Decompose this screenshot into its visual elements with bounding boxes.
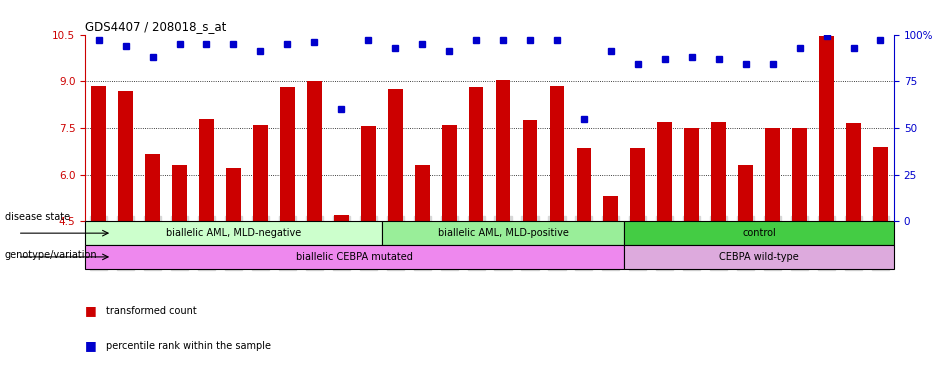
Bar	[280, 88, 295, 221]
Text: genotype/variation: genotype/variation	[5, 250, 97, 260]
Text: disease state: disease state	[5, 212, 70, 222]
Bar	[624, 221, 894, 245]
Bar	[388, 89, 403, 221]
Bar	[226, 168, 241, 221]
Bar	[846, 123, 861, 221]
Text: biallelic AML, MLD-positive: biallelic AML, MLD-positive	[438, 228, 569, 238]
Text: control: control	[743, 228, 776, 238]
Bar	[414, 165, 429, 221]
Bar	[576, 148, 591, 221]
Bar	[630, 148, 645, 221]
Text: ■: ■	[85, 339, 96, 352]
Bar	[873, 147, 888, 221]
Bar	[657, 122, 673, 221]
Bar	[91, 86, 106, 221]
Text: biallelic AML, MLD-negative: biallelic AML, MLD-negative	[166, 228, 301, 238]
Text: GDS4407 / 208018_s_at: GDS4407 / 208018_s_at	[85, 20, 226, 33]
Bar	[85, 221, 381, 245]
Bar	[307, 81, 322, 221]
Bar	[360, 126, 376, 221]
Bar	[381, 221, 624, 245]
Bar	[711, 122, 727, 221]
Bar	[468, 88, 483, 221]
Bar	[550, 86, 565, 221]
Bar	[738, 165, 753, 221]
Bar	[85, 245, 624, 269]
Bar	[624, 245, 894, 269]
Bar	[819, 36, 834, 221]
Bar	[172, 165, 187, 221]
Bar	[334, 215, 349, 221]
Bar	[145, 154, 160, 221]
Text: transformed count: transformed count	[106, 306, 197, 316]
Bar	[765, 128, 780, 221]
Text: CEBPA wild-type: CEBPA wild-type	[719, 252, 799, 262]
Bar	[522, 120, 537, 221]
Bar	[684, 128, 699, 221]
Text: percentile rank within the sample: percentile rank within the sample	[106, 341, 271, 351]
Text: ■: ■	[85, 305, 96, 318]
Bar	[792, 128, 807, 221]
Bar	[496, 80, 511, 221]
Bar	[118, 91, 133, 221]
Bar	[604, 196, 619, 221]
Bar	[253, 125, 268, 221]
Bar	[199, 119, 214, 221]
Bar	[442, 125, 457, 221]
Text: biallelic CEBPA mutated: biallelic CEBPA mutated	[296, 252, 413, 262]
